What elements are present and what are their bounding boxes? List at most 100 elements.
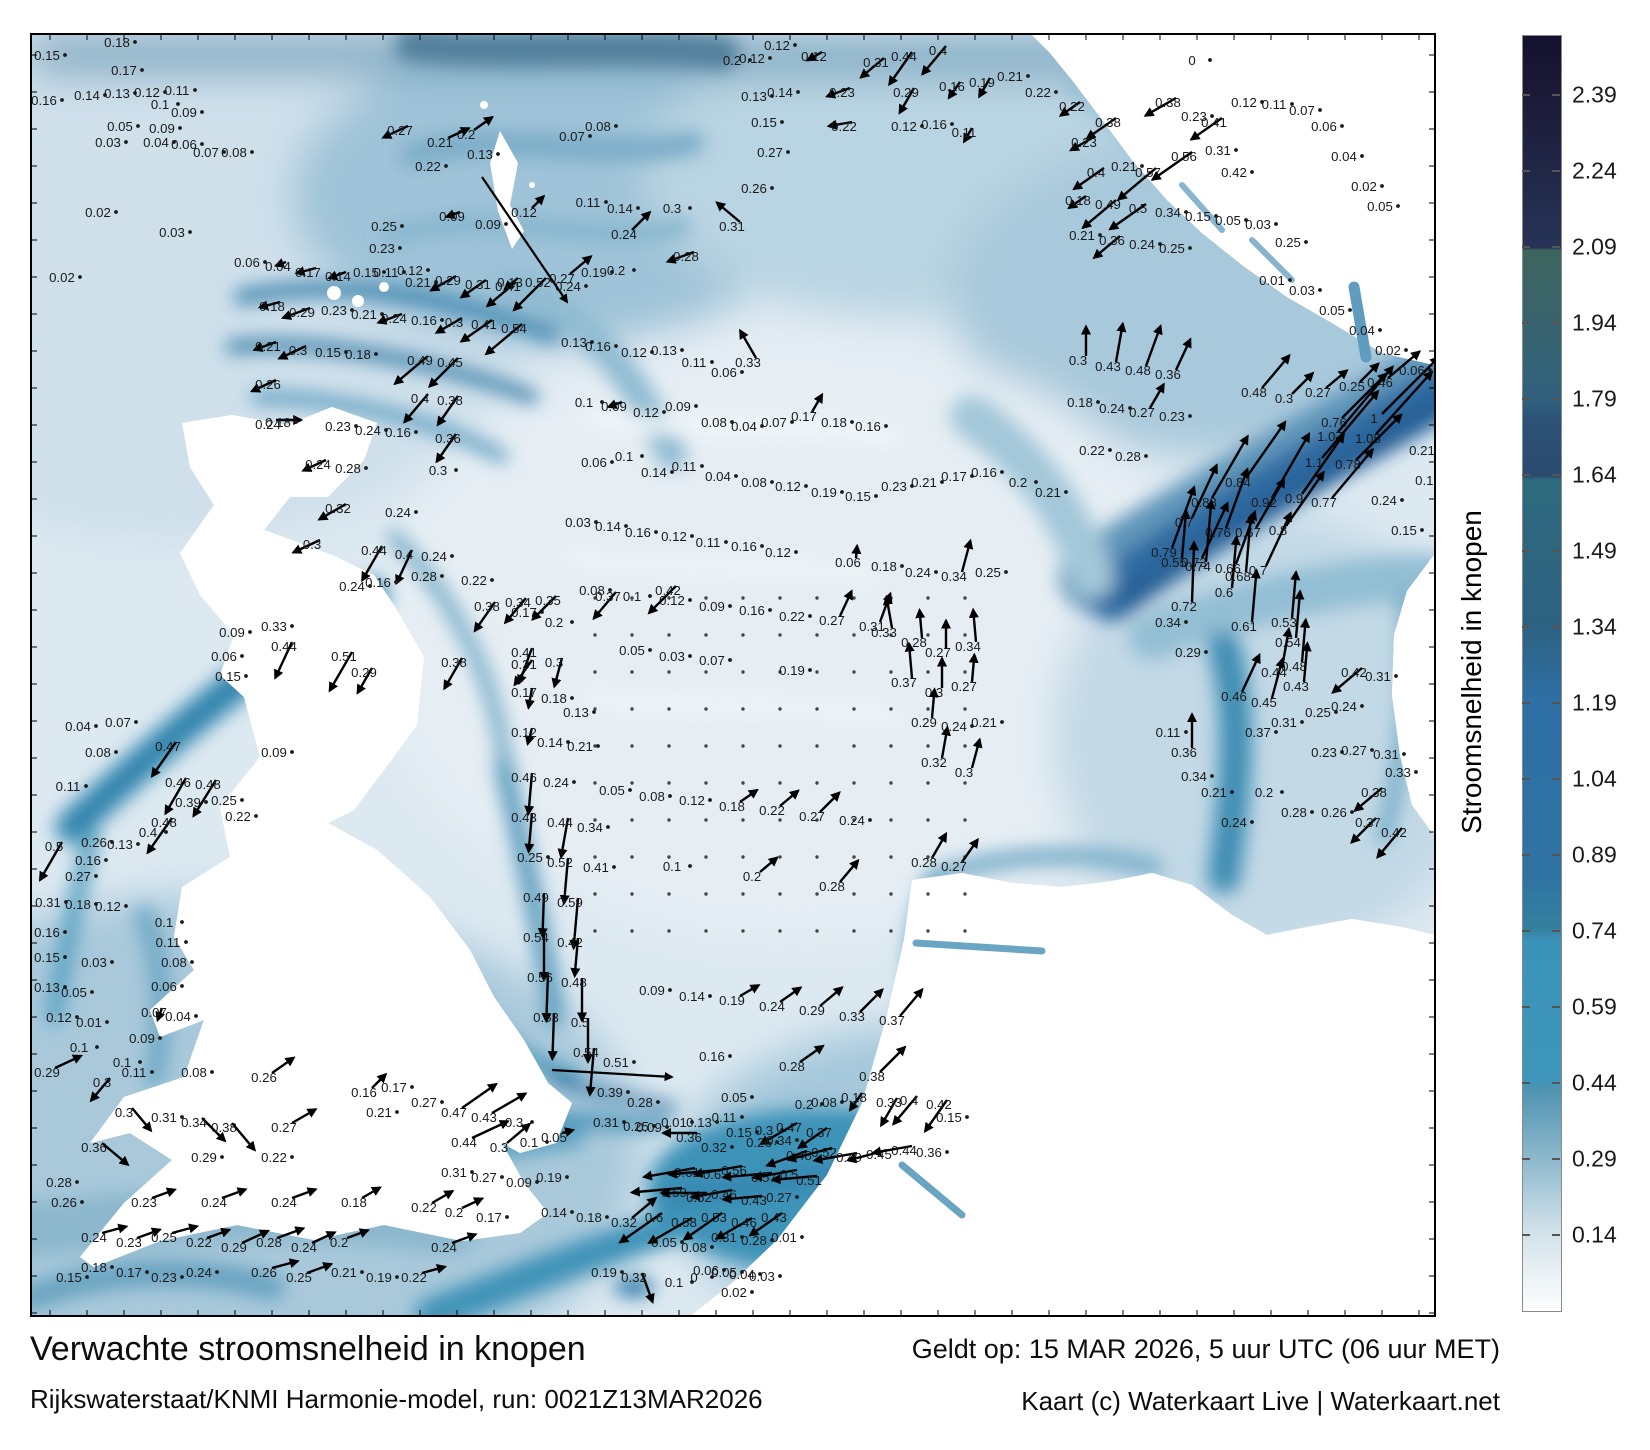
current-arrow <box>429 274 457 292</box>
current-arrow <box>819 791 841 813</box>
current-arrow <box>434 316 463 334</box>
current-value-label: 0.77 <box>1311 495 1337 510</box>
current-arrow <box>1245 420 1287 479</box>
colorbar <box>1522 35 1562 1312</box>
current-value-label: 0.1 <box>665 1275 683 1290</box>
grid-point-dot <box>1310 810 1314 814</box>
current-arrow <box>1144 324 1163 367</box>
current-value-label: 0.19 <box>779 663 805 678</box>
grid-point-dot <box>200 110 204 114</box>
current-arrow <box>547 1012 558 1062</box>
current-value-label: 0.33 <box>261 619 287 634</box>
current-arrow <box>271 1258 300 1270</box>
current-value-label: 0.36 <box>435 431 461 446</box>
grid-point-dot <box>910 484 914 488</box>
current-value-label: 0.45 <box>1251 695 1277 710</box>
current-value-label: 0.44 <box>1261 665 1287 680</box>
current-value-label: 0.38 <box>474 599 500 614</box>
grid-point-dot <box>414 510 418 514</box>
grid-point-dot <box>730 420 734 424</box>
current-value-label: 0.27 <box>65 869 91 884</box>
current-arrow <box>923 1099 948 1133</box>
grid-point-dot <box>965 1115 969 1119</box>
current-arrow <box>38 841 64 882</box>
grid-point-dot <box>490 578 494 582</box>
current-value-label: 0.22 <box>415 159 441 174</box>
current-arrow <box>1068 136 1093 152</box>
current-value-label: 0.12 <box>775 479 801 494</box>
current-arrow <box>328 651 354 693</box>
grid-point-dot <box>1360 704 1364 708</box>
grid-point-dot <box>1098 233 1102 237</box>
current-value-label: 0.24 <box>431 1240 457 1255</box>
grid-point-dot <box>670 470 674 474</box>
current-value-label: 0.15 <box>726 1125 752 1140</box>
current-value-label: 0.27 <box>387 123 413 138</box>
current-value-label: 0.26 <box>741 181 767 196</box>
colorbar-tick-label: 2.24 <box>1572 157 1617 184</box>
grid-point-dot <box>402 270 406 274</box>
current-arrow <box>206 1227 232 1240</box>
current-value-label: 0.29 <box>34 1065 60 1080</box>
current-arrow <box>273 258 287 268</box>
current-value-label: 0.16 <box>625 525 651 540</box>
current-arrow <box>748 1212 783 1237</box>
grid-point-dot <box>1274 730 1278 734</box>
current-value-label: 0.35 <box>535 593 561 608</box>
current-value-label: 0.1 <box>615 449 633 464</box>
grid-point-dot <box>1334 710 1338 714</box>
grid-point-dot <box>193 88 197 92</box>
grid-point-dot <box>440 1100 444 1104</box>
grid-point-dot <box>740 1115 744 1119</box>
current-arrow <box>151 1187 177 1200</box>
grid-point-dot <box>500 1175 504 1179</box>
current-value-label: 0.37 <box>595 589 621 604</box>
current-value-label: 0.28 <box>411 569 437 584</box>
current-value-label: 0.23 <box>1181 109 1207 124</box>
current-value-label: 0.31 <box>465 277 491 292</box>
current-value-label: 0.13 <box>686 1115 712 1130</box>
current-value-label: 0.22 <box>831 119 857 134</box>
current-value-label: 0.31 <box>711 1230 737 1245</box>
grid-point-dot <box>566 740 570 744</box>
current-value-label: 0.02 <box>1351 179 1377 194</box>
current-value-label: 0.12 <box>397 263 423 278</box>
current-value-label: 0.08 <box>221 145 247 160</box>
current-value-label: 0.16 <box>921 117 947 132</box>
current-arrow <box>1150 151 1193 181</box>
grid-point-dot <box>535 1180 539 1184</box>
current-value-label: 0.38 <box>437 393 463 408</box>
current-value-label: 0.1 <box>623 589 641 604</box>
current-arrow <box>291 1108 318 1125</box>
current-arrow <box>1355 413 1403 461</box>
grid-point-dot <box>1244 218 1248 222</box>
grid-point-dot <box>110 840 114 844</box>
current-value-label: 0.4 <box>900 1093 918 1108</box>
current-arrow <box>904 641 915 679</box>
current-value-label: 0.05 <box>619 643 645 658</box>
model-run-caption: Rijkswaterstaat/KNMI Harmonie-model, run… <box>30 1384 763 1414</box>
copyright-caption: Kaart (c) Waterkaart Live | Waterkaart.n… <box>1021 1386 1500 1416</box>
current-arrow <box>838 589 853 617</box>
current-value-label: 0.32 <box>701 1140 727 1155</box>
grid-point-dot <box>180 1115 184 1119</box>
current-value-label: 0.1 <box>113 1055 131 1070</box>
current-value-label: 0.17 <box>381 1080 407 1095</box>
current-value-label: 0.05 <box>599 783 625 798</box>
current-value-label: 0.15 <box>1185 209 1211 224</box>
current-value-label: 0.18 <box>1415 473 1434 488</box>
current-value-label: 0.15 <box>1391 523 1417 538</box>
grid-point-dot <box>768 608 772 612</box>
current-value-label: 0.68 <box>1225 569 1251 584</box>
current-value-label: 0.04 <box>265 259 291 274</box>
current-value-label: 0.21 <box>366 1105 392 1120</box>
current-value-label: 0.34 <box>941 569 967 584</box>
current-value-label: 0.08 <box>701 415 727 430</box>
grid-point-dot <box>572 780 576 784</box>
current-value-label: 0.43 <box>1095 359 1121 374</box>
current-value-label: 0.22 <box>461 573 487 588</box>
current-value-label: 0.26 <box>81 835 107 850</box>
current-value-label: 0.16 <box>739 603 765 618</box>
current-value-label: 0.04 <box>143 135 169 150</box>
current-value-label: 0.13 <box>497 275 523 290</box>
